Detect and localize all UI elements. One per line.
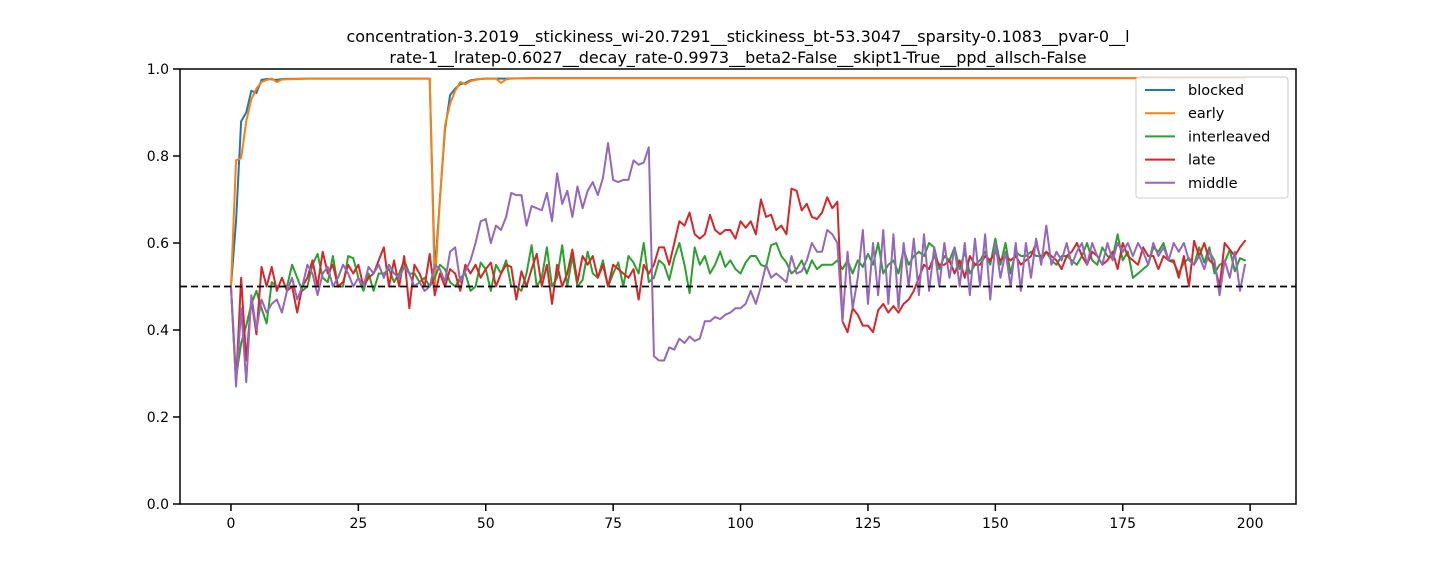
- y-tick-label: 0.4: [147, 323, 169, 339]
- y-tick-label: 0.0: [147, 497, 169, 513]
- chart-title-line-1: concentration-3.2019__stickiness_wi-20.7…: [346, 27, 1129, 47]
- x-axis-ticks: 0 25 50 75 100 125 150 175 200: [226, 504, 1264, 532]
- y-tick-label: 0.6: [147, 236, 169, 252]
- series-line-interleaved: [229, 233, 1247, 379]
- series-layer: [229, 77, 1247, 388]
- x-tick-label: 75: [604, 516, 622, 532]
- legend-label-blocked: blocked: [1188, 83, 1244, 99]
- series-line-late: [229, 187, 1247, 384]
- x-tick-label: 0: [226, 516, 235, 532]
- legend-label-interleaved: interleaved: [1188, 129, 1270, 145]
- series-line-middle: [229, 141, 1247, 388]
- x-tick-label: 25: [349, 516, 367, 532]
- x-tick-label: 200: [1237, 516, 1264, 532]
- legend-label-middle: middle: [1188, 176, 1238, 192]
- legend: blocked early interleaved late middle: [1135, 76, 1289, 199]
- x-tick-label: 175: [1109, 516, 1136, 532]
- chart-title-line-2: rate-1__lratep-0.6027__decay_rate-0.9973…: [389, 48, 1086, 68]
- x-tick-label: 50: [477, 516, 495, 532]
- y-tick-label: 0.2: [147, 410, 169, 426]
- y-tick-label: 0.8: [147, 149, 169, 165]
- x-tick-label: 150: [982, 516, 1009, 532]
- x-tick-label: 100: [727, 516, 754, 532]
- x-tick-label: 125: [855, 516, 882, 532]
- legend-box: [1135, 76, 1289, 199]
- legend-label-early: early: [1188, 106, 1225, 122]
- legend-label-late: late: [1188, 153, 1216, 169]
- y-tick-label: 1.0: [147, 62, 169, 78]
- plot-area-frame: [179, 68, 1297, 505]
- y-axis-ticks: 0.0 0.2 0.4 0.6 0.8 1.0: [147, 62, 180, 513]
- series-line-early: [229, 77, 1247, 288]
